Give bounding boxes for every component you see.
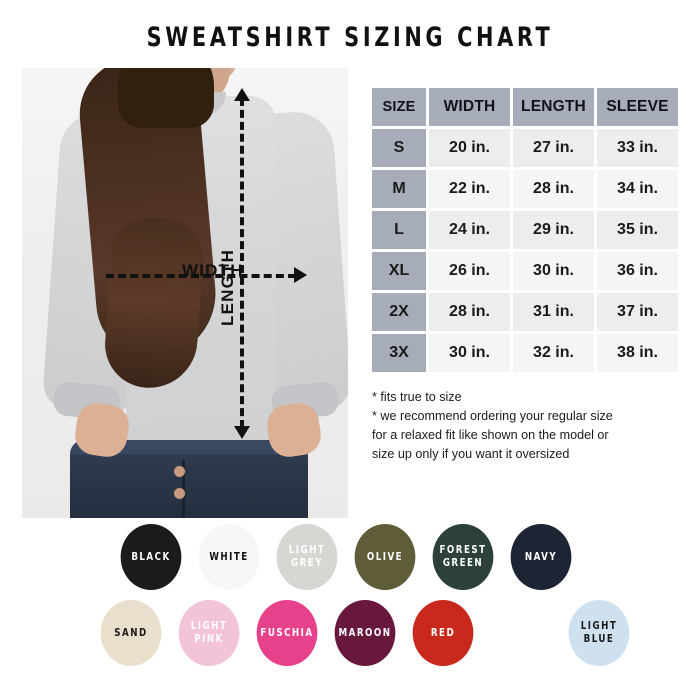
cell-size: 3X [372, 334, 426, 372]
cell-width: 26 in. [429, 252, 510, 290]
model-photo: WIDTH LENGTH [22, 68, 348, 518]
cell-length: 27 in. [513, 129, 594, 167]
fit-note-line: * we recommend ordering your regular siz… [372, 409, 613, 424]
fit-note-line: for a relaxed fit like shown on the mode… [372, 428, 609, 443]
color-swatch-label: FUSCHIA [260, 626, 314, 639]
width-measure-line [106, 274, 296, 278]
fit-note-line: size up only if you want it oversized [372, 447, 570, 462]
cell-sleeve: 36 in. [597, 252, 678, 290]
color-swatch-label: FOREST GREEN [439, 544, 487, 569]
width-label: WIDTH [182, 261, 244, 280]
cell-width: 30 in. [429, 334, 510, 372]
color-swatch-white[interactable]: WHITE [198, 524, 260, 590]
color-swatch-label: SAND [114, 626, 148, 639]
length-arrow-up-icon [234, 88, 250, 101]
table-header-row: SIZE WIDTH LENGTH SLEEVE [372, 88, 678, 126]
color-swatch-sand[interactable]: SAND [100, 600, 162, 666]
table-row: L 24 in. 29 in. 35 in. [372, 211, 678, 249]
fit-notes: * fits true to size * we recommend order… [372, 388, 682, 465]
cell-size: 2X [372, 293, 426, 331]
model-hair-curls [102, 214, 206, 392]
color-swatch-label: NAVY [524, 550, 558, 563]
color-swatch-light-grey[interactable]: LIGHT GREY [276, 524, 338, 590]
cell-sleeve: 38 in. [597, 334, 678, 372]
cell-length: 28 in. [513, 170, 594, 208]
fit-note-line: * fits true to size [372, 390, 462, 404]
color-swatch-label: MAROON [338, 626, 392, 639]
table-row: M 22 in. 28 in. 34 in. [372, 170, 678, 208]
cell-width: 24 in. [429, 211, 510, 249]
cell-length: 30 in. [513, 252, 594, 290]
length-label: LENGTH [218, 248, 237, 326]
color-swatch-label: BLACK [131, 550, 171, 563]
cell-size: XL [372, 252, 426, 290]
color-swatch-gold[interactable]: GOLD [491, 600, 552, 666]
cell-size: S [372, 129, 426, 167]
color-swatch-light-blue[interactable]: LIGHT BLUE [568, 600, 630, 666]
column-header-sleeve: SLEEVE [597, 88, 678, 126]
color-swatch-label: GOLD [504, 626, 538, 639]
color-swatch-navy[interactable]: NAVY [510, 524, 572, 590]
cell-sleeve: 33 in. [597, 129, 678, 167]
column-header-width: WIDTH [429, 88, 510, 126]
color-swatch-fuschia[interactable]: FUSCHIA [256, 600, 318, 666]
cell-length: 29 in. [513, 211, 594, 249]
table-row: XL 26 in. 30 in. 36 in. [372, 252, 678, 290]
cell-size: L [372, 211, 426, 249]
color-swatch-label: OLIVE [366, 550, 404, 563]
cell-length: 31 in. [513, 293, 594, 331]
column-header-length: LENGTH [513, 88, 594, 126]
color-swatch-label: LIGHT BLUE [580, 620, 618, 645]
color-swatch-maroon[interactable]: MAROON [334, 600, 396, 666]
color-swatch-row-bottom: SAND LIGHT PINK FUSCHIA MAROON RED GOLD LIGHT BL… [98, 600, 632, 666]
model-hair-top [118, 68, 214, 128]
cell-width: 20 in. [429, 129, 510, 167]
table-row: S 20 in. 27 in. 33 in. [372, 129, 678, 167]
sizing-table: SIZE WIDTH LENGTH SLEEVE S 20 in. 27 in.… [372, 88, 678, 375]
cell-sleeve: 35 in. [597, 211, 678, 249]
jeans-waistband [70, 440, 308, 454]
color-swatch-label: RED [430, 626, 456, 639]
cell-width: 22 in. [429, 170, 510, 208]
color-swatch-label: LIGHT GREY [288, 544, 326, 569]
cell-size: M [372, 170, 426, 208]
width-arrow-right-icon [294, 267, 307, 283]
cell-width: 28 in. [429, 293, 510, 331]
cell-sleeve: 37 in. [597, 293, 678, 331]
color-swatch-label: WHITE [209, 550, 249, 563]
color-swatch-light-pink[interactable]: LIGHT PINK [178, 600, 240, 666]
color-swatch-forest-green[interactable]: FOREST GREEN [432, 524, 494, 590]
cell-sleeve: 34 in. [597, 170, 678, 208]
color-swatch-olive[interactable]: OLIVE [354, 524, 416, 590]
length-measure-line [240, 98, 244, 428]
color-swatch-red[interactable]: RED [412, 600, 474, 666]
color-swatch-row-top: BLACK WHITE LIGHT GREY OLIVE FOREST GREEN NAVY [118, 524, 574, 590]
jeans-button-top [174, 466, 185, 477]
page-title: SWEATSHIRT SIZING CHART [146, 22, 554, 53]
cell-length: 32 in. [513, 334, 594, 372]
table-row: 3X 30 in. 32 in. 38 in. [372, 334, 678, 372]
length-arrow-down-icon [234, 426, 250, 439]
color-swatch-black[interactable]: BLACK [120, 524, 182, 590]
jeans-button-bottom [174, 488, 185, 499]
table-row: 2X 28 in. 31 in. 37 in. [372, 293, 678, 331]
column-header-size: SIZE [372, 88, 426, 126]
color-swatch-label: LIGHT PINK [190, 620, 228, 645]
